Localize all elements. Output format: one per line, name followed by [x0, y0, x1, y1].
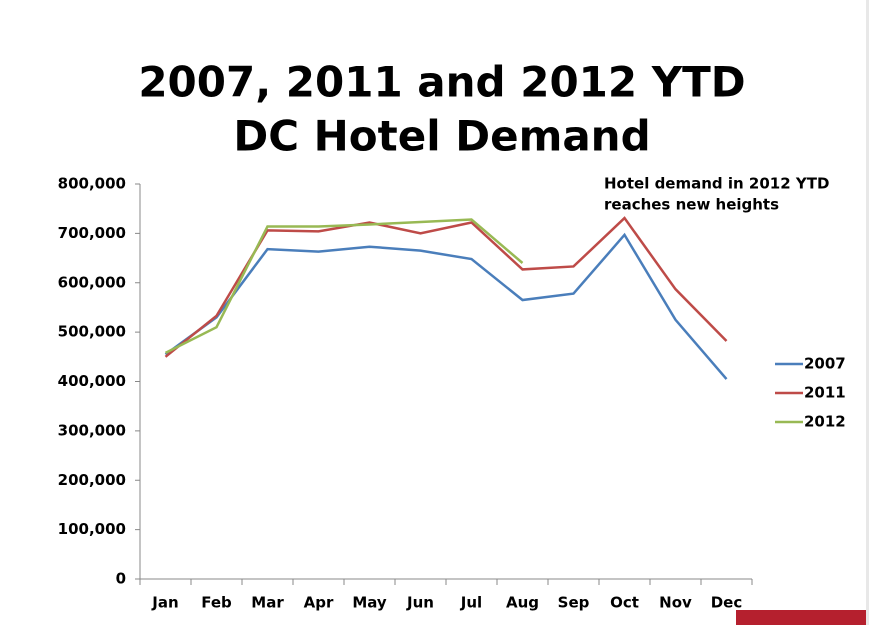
chart-title: DC Hotel Demand: [233, 112, 650, 161]
y-tick-label: 100,000: [58, 520, 126, 538]
y-tick-label: 400,000: [58, 372, 126, 390]
x-tick-label: Jun: [406, 594, 434, 612]
edge: [866, 0, 869, 625]
y-tick-label: 700,000: [58, 224, 126, 242]
x-tick-label: Sep: [558, 594, 590, 612]
y-tick-label: 200,000: [58, 471, 126, 489]
x-tick-label: Jul: [460, 594, 482, 612]
series-line: [164, 232, 728, 380]
y-tick-label: 500,000: [58, 323, 126, 341]
annotation: reaches new heights: [604, 196, 779, 214]
series-line: [164, 218, 524, 354]
x-tick-label: Feb: [201, 594, 232, 612]
legend-label: 2011: [804, 384, 846, 402]
chart-title: 2007, 2011 and 2012 YTD: [138, 58, 745, 107]
series-line: [164, 216, 728, 358]
legend-label: 2012: [804, 413, 846, 431]
legend-label: 2007: [804, 355, 846, 373]
x-tick-label: Aug: [506, 594, 539, 612]
annotation: Hotel demand in 2012 YTD: [604, 175, 829, 193]
x-tick-label: May: [352, 594, 387, 612]
y-tick-label: 300,000: [58, 421, 126, 439]
decor: [736, 610, 866, 625]
x-tick-label: Nov: [659, 594, 692, 612]
x-tick-label: Dec: [711, 594, 743, 612]
y-tick-label: 800,000: [58, 175, 126, 193]
x-tick-label: Oct: [610, 594, 639, 612]
x-tick-label: Jan: [151, 594, 178, 612]
x-tick-label: Mar: [251, 594, 284, 612]
y-tick-label: 0: [116, 570, 126, 588]
y-tick-label: 600,000: [58, 273, 126, 291]
x-tick-label: Apr: [304, 594, 334, 612]
